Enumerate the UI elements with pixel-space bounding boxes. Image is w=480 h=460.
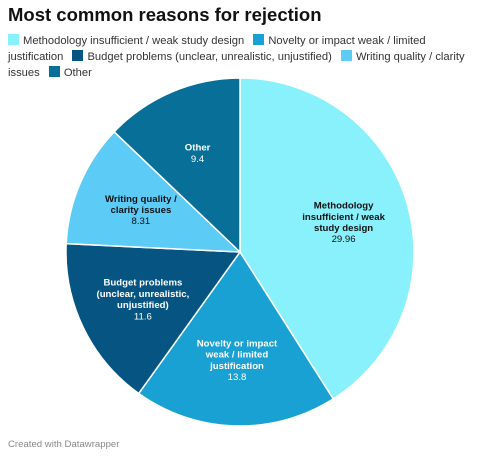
slice-label: Other 9.4: [185, 143, 211, 165]
pie-slice: [65, 130, 242, 253]
slice-value: 8.31: [132, 216, 151, 227]
slice-label: Novelty or impact weak / limited justifica…: [197, 339, 278, 384]
legend-label: Writing quality / clarity issues: [8, 51, 465, 79]
legend-swatch: [340, 50, 352, 61]
slice-name-line: Novelty or impact: [197, 339, 278, 350]
legend: Methodology insufficient / weak study de…: [8, 33, 470, 81]
legend-label: Methodology insufficient / weak study de…: [23, 35, 245, 47]
legend-item: Writing quality / clarity issues: [8, 50, 465, 79]
slice-name-line: unjustified): [117, 300, 169, 311]
pie-slice: [239, 77, 415, 400]
slice-name-line: (unclear, unrealistic,: [97, 289, 190, 300]
legend-item: Other: [48, 66, 92, 79]
slice-name-line: weak / limited: [205, 350, 269, 361]
slice-name-line: Methodology: [314, 201, 374, 212]
legend-item: Budget problems (unclear, unrealistic, u…: [72, 50, 332, 63]
legend-label: Budget problems (unclear, unrealistic, u…: [87, 51, 332, 63]
slice-label: Methodology insufficient / weak study desi…: [302, 201, 385, 246]
slice-name-line: Other: [185, 143, 211, 154]
legend-swatch: [48, 66, 60, 77]
slice-label: Budget problems (unclear, unrealistic, unj…: [97, 278, 190, 323]
pie-slice: [65, 242, 242, 395]
slice-value: 9.4: [191, 154, 205, 165]
slice-name-line: Budget problems: [103, 278, 182, 289]
slice-name-line: insufficient / weak: [302, 212, 385, 223]
chart-title: Most common reasons for rejection: [8, 4, 322, 25]
slice-name-line: Writing quality /: [105, 194, 177, 205]
legend-label: Other: [63, 67, 92, 79]
slice-value: 11.6: [134, 311, 152, 322]
legend-item: Methodology insufficient / weak study de…: [8, 34, 245, 47]
slice-name-line: justification: [209, 361, 264, 372]
legend-swatch: [72, 50, 84, 61]
slice-value: 13.8: [228, 372, 247, 383]
pie-slice: [137, 250, 335, 427]
slice-label: Writing quality / clarity issues 8.31: [105, 194, 177, 227]
legend-swatch: [253, 34, 265, 45]
slice-name-line: clarity issues: [110, 205, 171, 216]
slice-name-line: study design: [314, 223, 373, 234]
legend-label: Novelty or impact weak / limited justifi…: [8, 35, 426, 63]
credit-text: Created with Datawrapper: [8, 439, 120, 450]
legend-swatch: [8, 34, 19, 45]
legend-item: Novelty or impact weak / limited justifi…: [8, 34, 426, 63]
pie-slice: [113, 77, 241, 254]
slice-value: 29.96: [332, 234, 356, 245]
